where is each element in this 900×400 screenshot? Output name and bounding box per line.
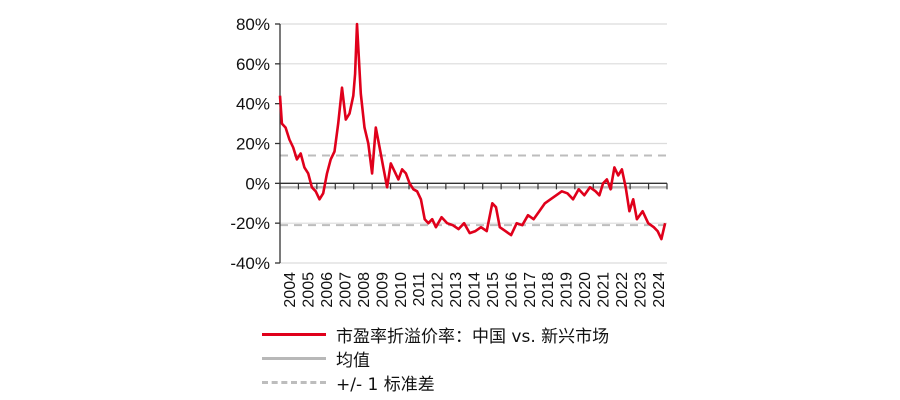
- x-tick-label: 2020: [577, 272, 594, 308]
- x-tick-label: 2007: [338, 272, 355, 308]
- x-tick-label: 2013: [448, 272, 465, 308]
- x-tick-label: 2006: [319, 272, 336, 308]
- x-tick-label: 2018: [540, 272, 557, 308]
- gridlines: [280, 23, 667, 264]
- y-axis-labels: 80% 60% 40% 20% 0% -20% -40%: [230, 15, 270, 273]
- gray-line-swatch-icon: [262, 356, 326, 360]
- red-line-swatch-icon: [262, 332, 326, 336]
- x-tick-label: 2017: [522, 272, 539, 308]
- dashed-line-swatch-icon: [262, 380, 326, 384]
- pe-premium-line: [278, 22, 667, 241]
- x-tick-label: 2009: [374, 272, 391, 308]
- x-tick-label: 2005: [301, 272, 318, 308]
- x-tick-label: 2010: [393, 272, 410, 308]
- y-tick-label: -20%: [230, 214, 270, 233]
- legend-label: +/- 1 标准差: [336, 374, 435, 395]
- x-tick-label: 2004: [282, 272, 299, 308]
- x-tick-label: 2019: [559, 272, 576, 308]
- x-tick-label: 2016: [503, 272, 520, 308]
- x-tick-label: 2014: [467, 272, 484, 308]
- y-tick-label: 20%: [236, 135, 270, 154]
- legend-item-pe-premium: 市盈率折溢价率：中国 vs. 新兴市场: [262, 322, 610, 347]
- x-tick-label: 2011: [411, 272, 428, 307]
- legend-label: 市盈率折溢价率：中国 vs. 新兴市场: [336, 326, 610, 347]
- y-tick-label: 40%: [236, 95, 270, 114]
- x-tick-label: 2022: [614, 272, 631, 308]
- x-tick-label: 2021: [596, 272, 613, 308]
- x-tick-label: 2008: [356, 272, 373, 308]
- x-axis-labels: 2004 2005 2006 2007 2008 2009 2010 2011 2012 2013…: [282, 272, 668, 308]
- x-tick-label: 2024: [651, 272, 668, 308]
- legend-item-mean: 均值: [262, 346, 609, 371]
- x-tick-label: 2023: [632, 272, 649, 308]
- x-tick-label: 2015: [485, 272, 502, 308]
- y-tick-label: 0%: [245, 174, 270, 193]
- y-tick-label: -40%: [230, 254, 270, 273]
- y-tick-label: 60%: [236, 55, 270, 74]
- y-tick-label: 80%: [236, 15, 270, 34]
- x-tick-label: 2012: [430, 272, 447, 308]
- legend-item-std-dev: +/- 1 标准差: [262, 370, 609, 395]
- std-dev-lines: [280, 154, 667, 227]
- legend-label: 均值: [336, 350, 370, 371]
- legend: 市盈率折溢价率：中国 vs. 新兴市场 均值 +/- 1 标准差: [262, 322, 610, 395]
